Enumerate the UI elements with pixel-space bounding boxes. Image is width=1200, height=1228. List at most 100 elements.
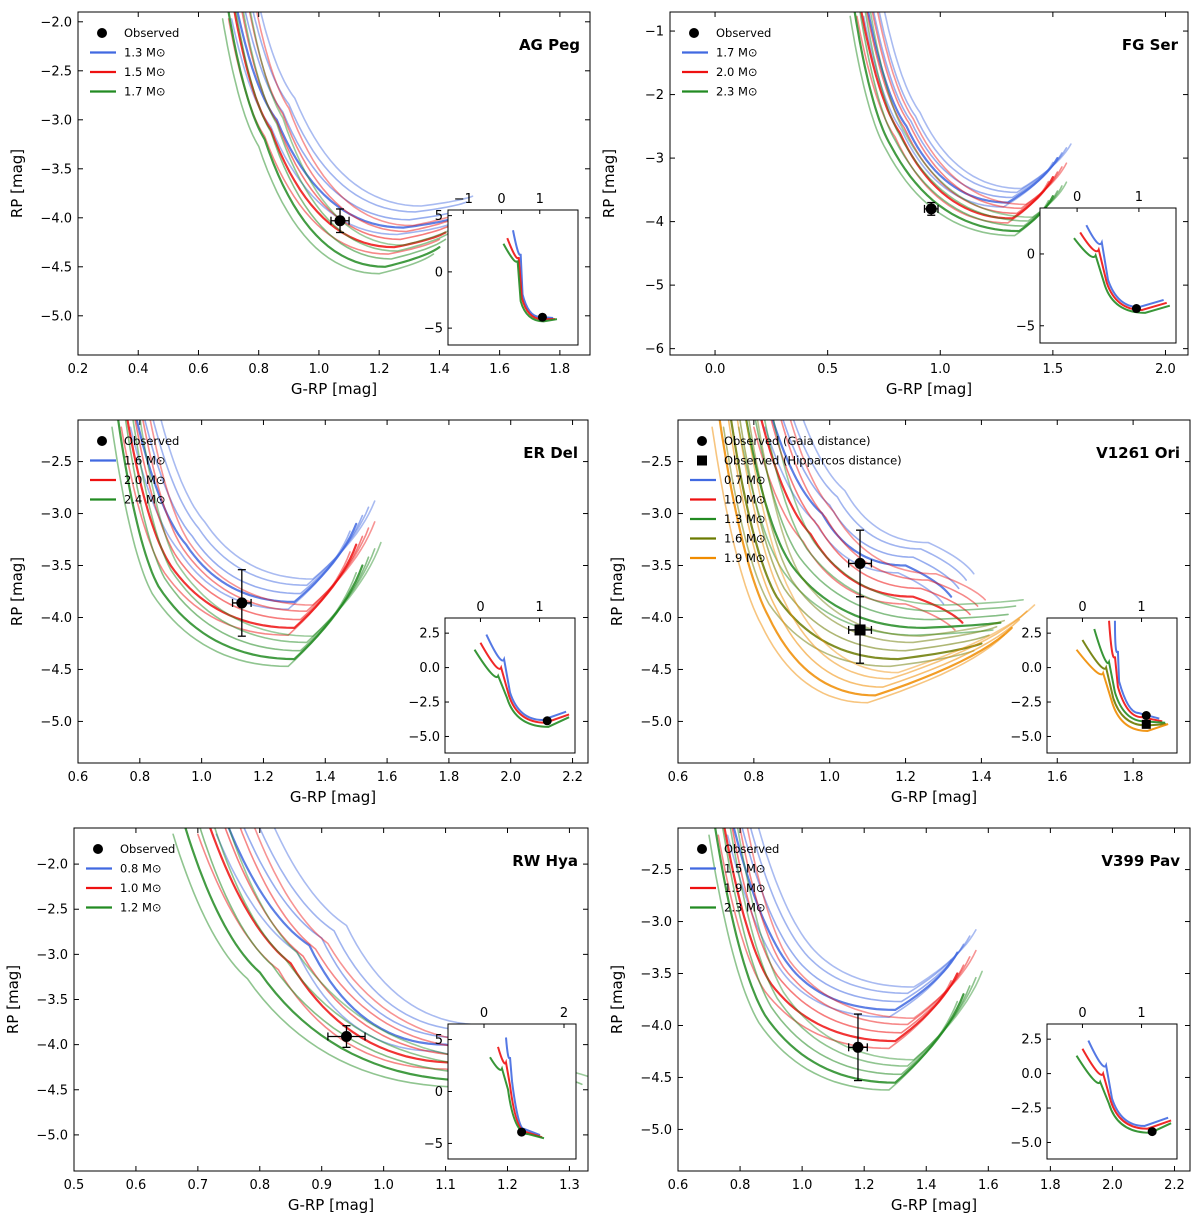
- track-green-3-branch-4: [772, 420, 1024, 606]
- legend: Observed 1.3 M⊙ 1.5 M⊙ 1.7 M⊙: [90, 26, 179, 99]
- y-axis-label: RP [mag]: [8, 149, 26, 218]
- x-tick-label: 2.2: [1164, 1178, 1185, 1193]
- legend-circle-marker: [97, 28, 107, 38]
- x-tick-label: 1.8: [1040, 1178, 1061, 1193]
- inset-x-tick-label: 0: [1073, 190, 1081, 205]
- inset-x-tick-label: 0: [1078, 600, 1086, 615]
- track-green-3-branch-1: [859, 12, 1059, 227]
- inset-track-orange: [1075, 649, 1169, 732]
- x-tick-label: 0.6: [188, 362, 209, 377]
- inset-observed-point-1: [542, 716, 552, 726]
- legend-label: Observed: [724, 842, 779, 856]
- inset-track-blue: [1113, 620, 1160, 720]
- x-tick-label: 0.6: [668, 1178, 689, 1193]
- legend-label: 1.9 M⊙: [724, 881, 766, 895]
- track-red-2-branch-4: [789, 420, 986, 601]
- legend-label: 2.3 M⊙: [716, 85, 758, 99]
- inset-track-blue: [512, 230, 554, 319]
- y-tick-label: −4: [645, 215, 664, 230]
- y-tick-label: −4.5: [36, 1083, 68, 1098]
- x-tick-label: 1.6: [489, 362, 510, 377]
- x-tick-label: 1.2: [253, 770, 274, 785]
- x-tick-label: 0.0: [705, 362, 726, 377]
- inset-y-tick-label: 0.0: [419, 661, 440, 676]
- inset-y-tick-label: 2.5: [1021, 1033, 1042, 1048]
- track-blue-1: [236, 12, 456, 229]
- inset-tracks: [502, 230, 558, 323]
- y-tick-label: −4.0: [640, 1019, 672, 1034]
- legend-label: Observed: [120, 842, 175, 856]
- x-tick-label: 0.8: [248, 362, 269, 377]
- track-blue-1-branch-1: [741, 828, 965, 1003]
- track-red-2-branch-3: [120, 426, 351, 637]
- inset-x-tick-label: 1: [535, 600, 543, 615]
- panel-title: FG Ser: [1122, 36, 1179, 54]
- legend-label: 1.0 M⊙: [724, 493, 766, 507]
- track-red-2-branch-4: [149, 420, 376, 606]
- x-tick-label: 1.4: [315, 770, 336, 785]
- y-tick-label: −4.5: [40, 663, 72, 678]
- y-tick-label: −2.5: [640, 455, 672, 470]
- x-tick-label: 0.4: [128, 362, 149, 377]
- x-tick-label: 2.0: [1155, 362, 1176, 377]
- track-blue-1-branch-1: [144, 420, 364, 595]
- tracks-group: [708, 828, 983, 1091]
- inset-y-tick-label: −2.5: [1010, 696, 1042, 711]
- inset-x-tick-label: 1: [1137, 1006, 1145, 1021]
- x-tick-label: 0.9: [311, 1178, 332, 1193]
- x-tick-label: 0.5: [817, 362, 838, 377]
- x-axis-label: G-RP [mag]: [891, 788, 977, 806]
- x-tick-label: 1.6: [1047, 770, 1068, 785]
- x-tick-label: 0.8: [249, 1178, 270, 1193]
- track-blue-1-branch-2: [749, 828, 971, 995]
- y-tick-label: −2: [645, 88, 664, 103]
- inset-y-tick-label: 5: [435, 1033, 443, 1048]
- track-blue-1-branch-1: [872, 12, 1063, 199]
- track-orange-5-branch-4: [745, 420, 1036, 674]
- inset-track-blue: [485, 634, 567, 721]
- x-tick-label: 0.7: [188, 1178, 209, 1193]
- x-tick-label: 0.8: [129, 770, 150, 785]
- inset-frame-bg: [1046, 617, 1178, 754]
- y-tick-label: −2.5: [640, 863, 672, 878]
- x-tick-label: 0.2: [68, 362, 89, 377]
- y-tick-label: −4.5: [640, 663, 672, 678]
- track-green-3-branch-1: [235, 12, 447, 260]
- track-red-2-branch-1: [241, 12, 453, 241]
- legend-label: 1.6 M⊙: [124, 454, 166, 468]
- inset-frame: [1039, 207, 1177, 344]
- track-orange-5-branch-2: [736, 420, 1028, 680]
- inset-track-green: [473, 649, 570, 728]
- inset-track-green: [1093, 628, 1166, 724]
- inset-observed-point-1: [1141, 711, 1151, 721]
- legend: Observed 0.8 M⊙ 1.0 M⊙ 1.2 M⊙: [86, 842, 175, 915]
- track-blue-1-branch-2: [878, 12, 1068, 194]
- legend-label: 1.9 M⊙: [724, 551, 766, 565]
- track-green-3-branch-3: [221, 18, 435, 275]
- x-tick-label: 2.2: [562, 770, 583, 785]
- tracks-group: [221, 12, 474, 275]
- x-tick-label: 1.6: [377, 770, 398, 785]
- y-tick-label: −3.5: [640, 967, 672, 982]
- x-tick-label: 1.8: [1123, 770, 1144, 785]
- chart-panel-4: 0.6 0.8 1.0 1.2 1.4 1.6 1.8 −5.0 −4.5 −4.0 −3.5 −3.…: [608, 419, 1191, 806]
- legend-circle-marker: [697, 844, 707, 854]
- y-tick-label: −6: [645, 342, 664, 357]
- track-blue-1-branch-2: [252, 12, 468, 213]
- x-tick-label: 0.6: [668, 770, 689, 785]
- inset-track-blue: [1085, 224, 1164, 309]
- inset-observed-point-1: [517, 1127, 527, 1137]
- inset-y-tick-label: −5: [424, 1137, 443, 1152]
- x-tick-label: 1.0: [373, 1178, 394, 1193]
- inset-panel: 0 1 −5 0: [1016, 190, 1177, 344]
- tracks-group: [711, 420, 1036, 704]
- y-tick-label: −2.0: [36, 858, 68, 873]
- legend-label: 2.0 M⊙: [124, 473, 166, 487]
- axes-frame: [669, 11, 1189, 356]
- x-tick-label: 2.0: [1102, 1178, 1123, 1193]
- inset-y-tick-label: 0: [435, 265, 443, 280]
- y-tick-label: −3.0: [40, 507, 72, 522]
- x-tick-label: 0.8: [744, 770, 765, 785]
- track-blue-1-branch-3: [129, 426, 351, 611]
- inset-track-red: [479, 642, 570, 724]
